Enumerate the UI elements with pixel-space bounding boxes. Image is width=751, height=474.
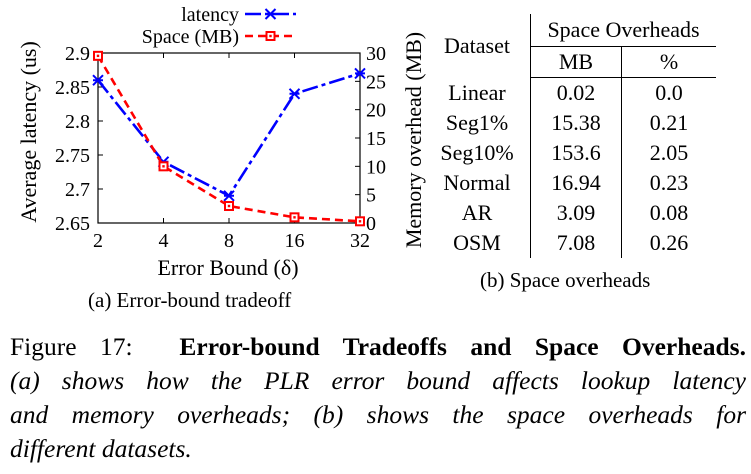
- space-point-dot: [96, 54, 100, 58]
- cell-pct: 0.08: [649, 200, 689, 225]
- cell-mb: 3.09: [530, 198, 622, 228]
- series-line-1: [96, 55, 361, 223]
- cell-dataset: Linear: [424, 77, 531, 108]
- cell-dataset: Seg1%: [424, 108, 531, 138]
- latency-point: [92, 74, 104, 86]
- figure-title: Error-bound Tradeoffs and Space Overhead…: [179, 332, 746, 361]
- space-overheads-table: Dataset Space Overheads MB % Linear 0.02…: [424, 14, 716, 258]
- cell-dataset: Seg10%: [424, 138, 531, 168]
- cell-dataset: Normal: [424, 168, 531, 198]
- legend-label: latency: [181, 4, 239, 26]
- x-tick-label: 8: [224, 230, 234, 252]
- y-tick-label: 2.85: [55, 77, 90, 99]
- table-header-pct: %: [621, 46, 716, 78]
- y-tick-label: 2.8: [65, 111, 90, 133]
- latency-point: [354, 67, 366, 80]
- table-header-group: Space Overheads: [530, 14, 716, 47]
- latency-point: [288, 88, 301, 100]
- table-row: Seg10% 153.6 2.05: [424, 138, 716, 168]
- cell-mb: 0.02: [530, 77, 622, 108]
- cell-mb: 15.38: [530, 108, 622, 138]
- figure-label: Figure 17:: [10, 332, 133, 361]
- subcaption-b: (b) Space overheads: [480, 268, 651, 292]
- figure-desc-line1: (a) shows how the PLR error bound affect…: [10, 366, 746, 395]
- y-axis-title: Average latency (us): [16, 41, 41, 223]
- x-axis-title: Error Bound (δ): [157, 255, 298, 280]
- space-point-dot: [162, 165, 165, 168]
- y-tick-label: 2.7: [65, 179, 90, 201]
- y-tick-label: 2.9: [65, 43, 90, 65]
- cell-pct: 0.26: [649, 230, 689, 255]
- series-line-0: [96, 72, 361, 198]
- plot-frame: [97, 52, 361, 224]
- space-point-dot: [358, 220, 362, 223]
- cell-mb: 7.08: [530, 228, 622, 258]
- table-row: AR 3.09 0.08: [424, 198, 716, 228]
- y2-tick-label: 15: [366, 128, 386, 150]
- x-tick-label: 16: [285, 230, 305, 252]
- subcaption-a: (a) Error-bound tradeoff: [88, 288, 292, 312]
- y-tick-label: 2.75: [55, 145, 90, 167]
- figure-desc-line2: and memory overheads; (b) shows the spac…: [10, 400, 746, 429]
- y2-tick-label: 10: [366, 156, 386, 178]
- space-point-dot: [227, 204, 231, 208]
- y2-tick-label: 5: [366, 185, 376, 207]
- cell-mb: 16.94: [530, 168, 622, 198]
- y2-tick-label: 25: [366, 71, 386, 93]
- legend-marker-dot: [269, 34, 272, 38]
- cell-pct: 0.21: [649, 110, 689, 135]
- x-tick-label: 2: [93, 230, 103, 252]
- figure-desc-line3: different datasets.: [10, 434, 192, 463]
- y-tick-label: 2.65: [55, 213, 90, 235]
- y2-axis-title: Memory overhead (MB): [401, 32, 426, 248]
- table-row: Seg1% 15.38 0.21: [424, 108, 716, 138]
- y2-tick-label: 0: [366, 213, 376, 235]
- y2-tick-label: 20: [366, 100, 386, 122]
- x-tick-label: 32: [350, 230, 370, 252]
- latency-point: [223, 190, 235, 202]
- cell-dataset: OSM: [424, 228, 531, 258]
- cell-pct: 0.0: [655, 80, 683, 105]
- space-point-dot: [293, 216, 296, 219]
- table-header-mb: MB: [530, 46, 622, 78]
- y2-tick-label: 30: [366, 43, 386, 65]
- table-row: OSM 7.08 0.26: [424, 228, 716, 258]
- cell-pct: 0.23: [649, 170, 689, 195]
- table-header-dataset: Dataset: [424, 14, 531, 78]
- cell-pct: 2.05: [649, 140, 689, 165]
- table-row: Normal 16.94 0.23: [424, 168, 716, 198]
- cell-dataset: AR: [424, 198, 531, 228]
- x-tick-label: 4: [159, 230, 169, 252]
- figure-caption: Figure 17: Error-bound Tradeoffs and Spa…: [10, 330, 746, 466]
- legend-marker: [264, 8, 277, 20]
- cell-mb: 153.6: [530, 138, 622, 168]
- legend-label: Space (MB): [142, 26, 239, 48]
- table-row: Linear 0.02 0.0: [424, 77, 716, 108]
